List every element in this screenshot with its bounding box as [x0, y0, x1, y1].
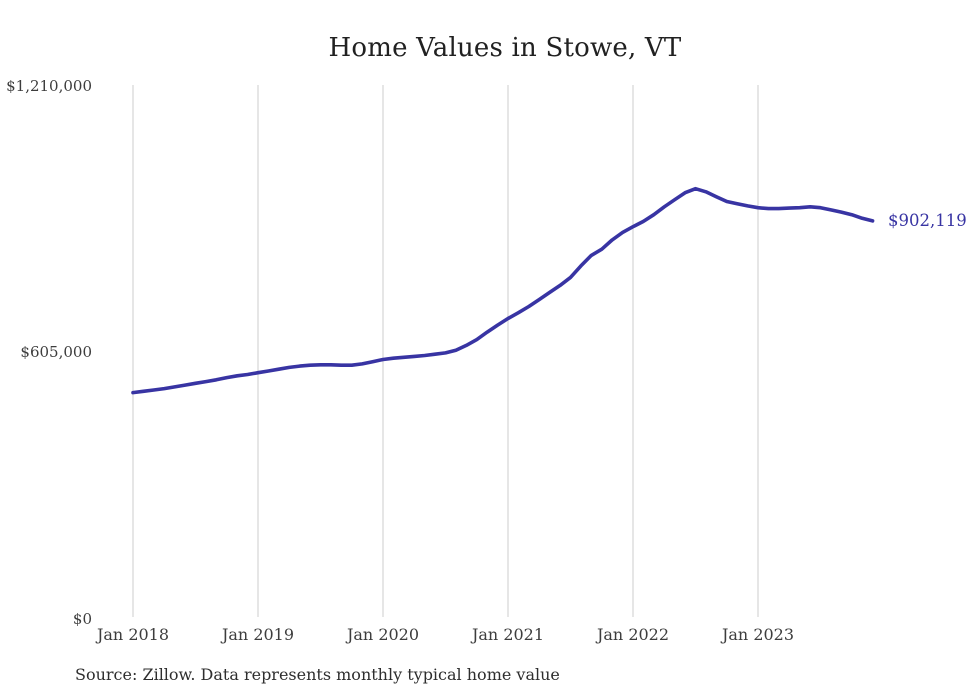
home-value-line-series: [131, 186, 875, 395]
latest-value-label: $902,119: [888, 210, 967, 230]
x-tick-label-2020: Jan 2020: [346, 625, 420, 644]
x-tick-label-2022: Jan 2022: [596, 625, 670, 644]
chart-title: Home Values in Stowe, VT: [328, 33, 682, 63]
source-attribution: Source: Zillow. Data represents monthly …: [75, 665, 560, 684]
x-tick-label-2023: Jan 2023: [721, 625, 795, 644]
y-tick-label-max: $1,210,000: [6, 77, 92, 95]
x-tick-label-2019: Jan 2019: [221, 625, 295, 644]
x-tick-label-2021: Jan 2021: [471, 625, 545, 644]
line-typical-home-value: [131, 186, 875, 395]
y-tick-label-mid: $605,000: [20, 343, 92, 361]
y-tick-label-zero: $0: [72, 610, 92, 628]
year-gridlines: [132, 85, 759, 617]
x-tick-label-2018: Jan 2018: [96, 625, 170, 644]
